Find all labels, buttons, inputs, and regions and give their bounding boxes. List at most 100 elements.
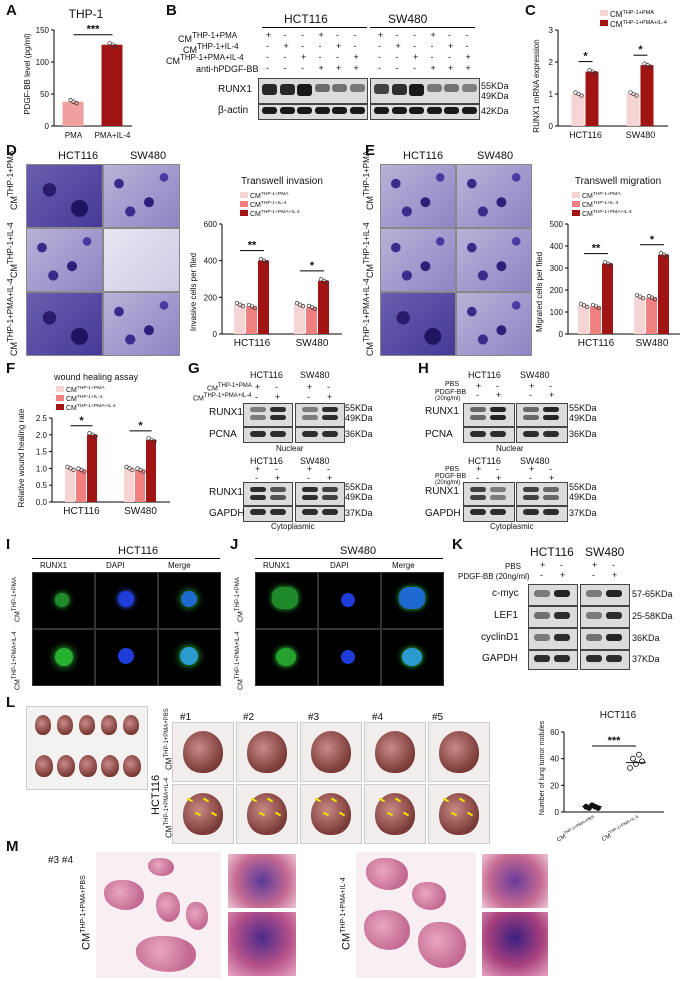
- i-col-merge: Merge: [168, 561, 191, 570]
- y-tick-label: 1: [549, 90, 554, 99]
- data-point: [596, 305, 602, 311]
- h-band: [490, 509, 506, 515]
- data-point: [141, 469, 146, 474]
- legend-swatch: [240, 192, 248, 198]
- h-sign: -: [529, 473, 532, 483]
- k-row-pbs: PBS: [505, 562, 522, 571]
- d-img-hct-pmail4: [26, 292, 103, 356]
- k-size-cmyc: 57-65KDa: [632, 589, 673, 599]
- h-band: [470, 509, 486, 515]
- i-runx1-pma: [32, 572, 95, 629]
- h-row2-pbs: PBS: [445, 466, 460, 473]
- h-sign: +: [476, 464, 482, 474]
- g-sign: +: [255, 382, 261, 392]
- bar: [65, 468, 75, 502]
- category-label: SW480: [626, 130, 656, 140]
- h-band: [523, 509, 539, 515]
- k-band: [586, 590, 602, 597]
- y-tick-label: 2.5: [36, 414, 48, 423]
- h-band: [470, 431, 486, 437]
- l-mouse-1: #1: [180, 712, 192, 723]
- g-sign: -: [327, 382, 330, 392]
- lung-icon: [439, 731, 479, 773]
- category-label: HCT116: [234, 338, 271, 349]
- h-nuc-49: 49KDa: [569, 413, 597, 423]
- k-size-lef1: 25-58KDa: [632, 611, 673, 621]
- l-lung-photo: [172, 722, 234, 782]
- h-band: [523, 495, 539, 500]
- y-tick-label: 400: [204, 257, 218, 266]
- b-band-runx1: [374, 84, 389, 95]
- j-col-runx1: RUNX1: [263, 561, 291, 570]
- g-sign: +: [327, 473, 333, 483]
- b-sign: -: [430, 41, 434, 51]
- h-sign: -: [476, 390, 479, 400]
- chart-title: Transwell migration: [575, 176, 661, 187]
- b-sign: -: [318, 52, 322, 62]
- chart-a-ylabel: PDGF-BB level (pg/ml): [23, 33, 32, 115]
- d-row-pmail4: CMTHP-1+PMA+IL-4: [6, 278, 19, 356]
- b-band-actin: [297, 107, 312, 114]
- b-band-actin: [426, 107, 442, 114]
- m-row-il4: CMTHP-1+PMA+IL-4: [340, 877, 353, 950]
- data-point: [608, 262, 614, 268]
- g-nuc-55: 55KDa: [345, 403, 373, 413]
- k-band: [554, 655, 570, 662]
- g-band: [250, 495, 266, 500]
- data-point: [93, 434, 98, 439]
- y-tick-label: 50: [40, 90, 49, 99]
- k-band: [534, 634, 550, 641]
- b-sign: +: [301, 52, 307, 62]
- j-title-bar: [255, 558, 443, 559]
- lung-icon: [183, 731, 223, 773]
- k-protein-cmyc: c-myc: [492, 588, 519, 599]
- b-band-actin: [279, 107, 295, 114]
- chart-sig: **: [592, 243, 601, 255]
- k-size-cyclind1: 36KDa: [632, 633, 660, 643]
- b-sign: -: [413, 63, 416, 73]
- bar: [626, 94, 640, 126]
- panel-label-k: K: [452, 536, 463, 553]
- panel-label-d: D: [6, 142, 17, 159]
- k-protein-lef1: LEF1: [494, 610, 518, 621]
- g-nuc-49: 49KDa: [345, 413, 373, 423]
- g-sign: -: [327, 464, 330, 474]
- b-sign: -: [430, 52, 434, 62]
- legend-swatch: [56, 404, 64, 410]
- chart-c-sig: *: [583, 51, 588, 63]
- bar: [87, 434, 97, 502]
- panel-label-j: J: [230, 536, 239, 553]
- chart-sig: *: [138, 420, 143, 432]
- lung-icon: [311, 731, 351, 773]
- b-sign: -: [266, 52, 269, 62]
- b-band-actin: [409, 107, 424, 114]
- g-cyt-gapdh-label: GAPDH: [209, 508, 245, 519]
- data-point: [113, 44, 118, 49]
- b-band-actin: [332, 107, 347, 114]
- b-band-runx1: [262, 84, 277, 96]
- k-cmyc-sw: [580, 584, 630, 606]
- bar: [578, 305, 589, 334]
- h-nuc-55: 55KDa: [569, 403, 597, 413]
- h-sign: +: [496, 473, 502, 483]
- b-sign: -: [353, 41, 357, 51]
- g-band: [302, 407, 318, 412]
- bar: [571, 94, 585, 126]
- h-sign: -: [496, 464, 499, 474]
- g-sign: -: [307, 392, 310, 402]
- k-sign: -: [540, 570, 543, 580]
- b-sign: -: [413, 30, 416, 40]
- chart-sig: *: [79, 415, 84, 427]
- y-tick-label: 150: [36, 26, 50, 35]
- g-band: [302, 431, 318, 437]
- bar: [585, 71, 599, 126]
- row-label-il4: CMTHP-1+IL-4: [183, 42, 239, 55]
- g-nuc-runx1-label: RUNX1: [209, 407, 243, 418]
- j-dapi-pmail4: [318, 629, 381, 686]
- category-label: HCT116: [63, 506, 100, 517]
- legend-swatch: [600, 10, 608, 16]
- legend-label: CMTHP-1+PMA: [250, 191, 289, 200]
- e-row-pmail4: CMTHP-1+PMA+IL-4: [362, 278, 375, 356]
- l-lung-photo: [428, 722, 490, 782]
- k-sign: +: [612, 570, 618, 580]
